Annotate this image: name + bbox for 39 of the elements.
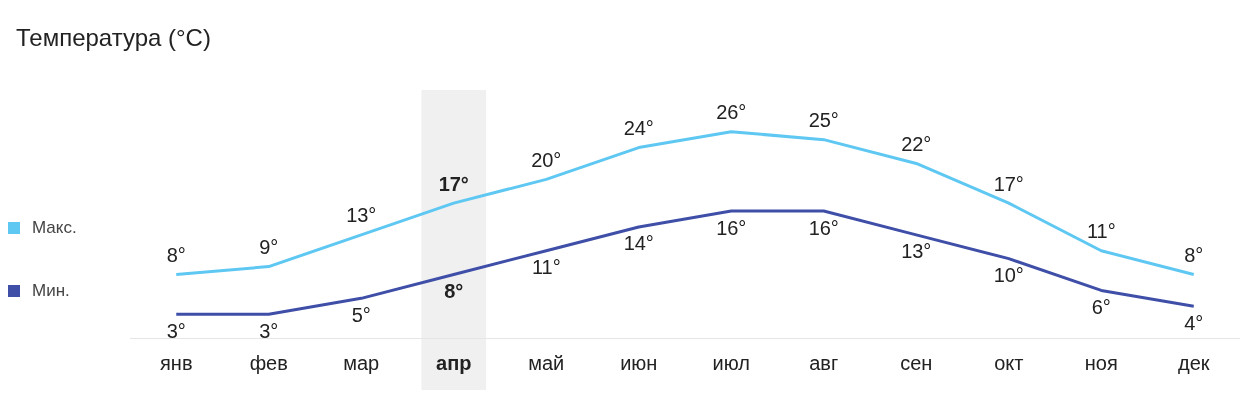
x-tick-label: фев (249, 351, 288, 374)
data-label: 20° (531, 148, 562, 171)
x-tick-label: янв (160, 351, 193, 374)
data-label: 16° (808, 216, 839, 239)
data-label: 26° (716, 101, 747, 124)
data-label: 8° (166, 244, 186, 267)
data-label: 8° (444, 280, 464, 303)
x-tick-label: май (528, 351, 565, 374)
data-label: 11° (531, 256, 561, 279)
x-tick-label: ноя (1084, 351, 1118, 374)
legend-label: Мин. (32, 280, 70, 301)
data-label: 10° (993, 264, 1024, 287)
x-tick-label: дек (1177, 351, 1210, 374)
x-tick-label: июн (620, 351, 658, 374)
data-label: 25° (808, 109, 839, 132)
chart-title: Температура (°C) (16, 24, 211, 52)
x-tick-label: окт (994, 351, 1024, 374)
data-label: 6° (1091, 295, 1111, 318)
data-label: 13° (346, 204, 377, 227)
x-tick-label: апр (436, 351, 472, 374)
data-label: 22° (901, 132, 932, 155)
data-label: 3° (259, 319, 279, 342)
x-tick-label: авг (809, 351, 839, 374)
data-label: 8° (1184, 244, 1204, 267)
data-label: 5° (351, 303, 371, 326)
data-label: 13° (901, 240, 932, 263)
x-tick-label: сен (900, 351, 933, 374)
data-label: 3° (166, 319, 186, 342)
data-label: 17° (993, 172, 1024, 195)
data-label: 24° (623, 117, 654, 140)
data-label: 16° (716, 216, 747, 239)
legend-label: Макс. (32, 217, 77, 238)
data-label: 11° (1086, 220, 1116, 243)
data-label: 4° (1184, 311, 1204, 334)
x-tick-label: мар (343, 351, 380, 374)
x-tick-label: июл (712, 351, 750, 374)
data-label: 14° (623, 232, 654, 255)
data-label: 17° (438, 172, 469, 195)
data-label: 9° (259, 236, 279, 259)
